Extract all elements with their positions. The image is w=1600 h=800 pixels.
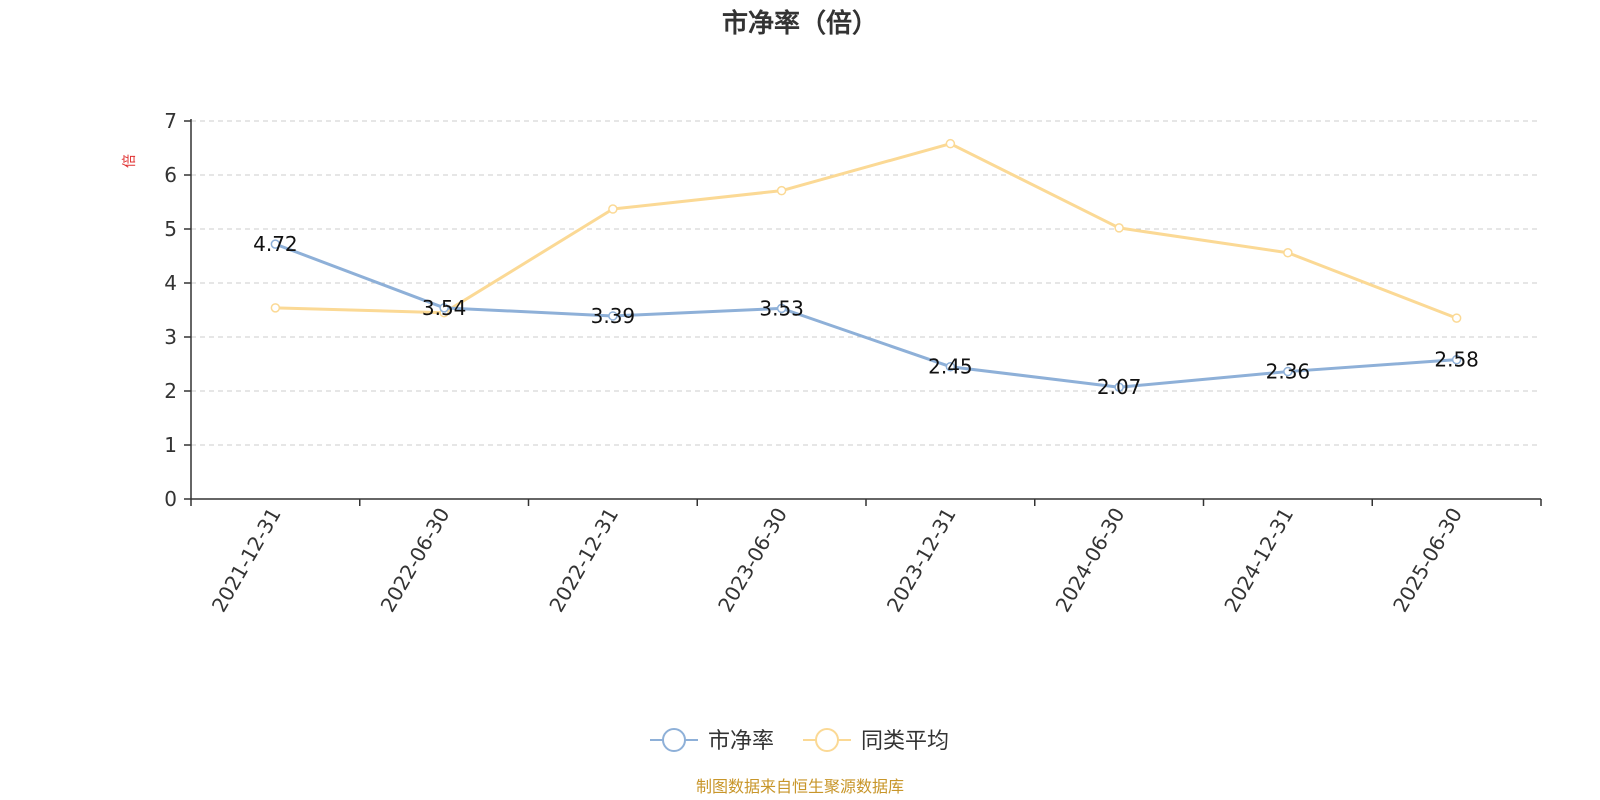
data-labels: 4.72 3.54 3.39 3.53 2.45 2.07 2.36 2.58	[253, 232, 1479, 399]
x-tick-label: 2024-12-31	[1219, 504, 1298, 617]
y-tick-label: 6	[164, 163, 177, 187]
data-point	[1114, 382, 1124, 392]
data-point	[945, 361, 956, 372]
legend-label-pb: 市净率	[708, 729, 774, 754]
y-tick-label: 7	[164, 109, 177, 133]
x-tick-label: 2021-12-31	[207, 504, 286, 617]
data-point	[270, 239, 281, 249]
data-point	[270, 303, 281, 313]
series-line-1	[275, 142, 1458, 320]
y-tick-label: 5	[164, 217, 177, 241]
data-point	[945, 138, 956, 149]
x-tick-label: 2025-06-30	[1388, 504, 1467, 617]
data-label: 2.36	[1266, 360, 1311, 384]
grid-lines	[191, 120, 1541, 446]
data-point	[1114, 223, 1124, 233]
y-tick-label: 3	[164, 325, 177, 349]
y-tick-label: 4	[164, 271, 177, 295]
series-lines	[270, 138, 1462, 392]
data-point	[1283, 248, 1293, 258]
x-tick-label: 2023-06-30	[713, 504, 792, 617]
chart-title: 市净率（倍）	[722, 8, 878, 39]
x-tick-label: 2022-06-30	[376, 504, 455, 617]
y-tick-label: 2	[164, 379, 177, 403]
data-label: 2.58	[1434, 348, 1479, 372]
data-label: 3.54	[422, 296, 467, 320]
legend-marker-pb	[662, 728, 686, 752]
data-label: 2.45	[928, 355, 973, 379]
data-point	[776, 303, 787, 314]
data-label: 4.72	[253, 232, 298, 256]
x-tick-label: 2024-06-30	[1051, 504, 1130, 617]
y-tick-label: 1	[164, 433, 177, 457]
data-source-note: 制图数据来自恒生聚源数据库	[696, 777, 904, 796]
legend: 市净率 同类平均	[650, 728, 949, 754]
y-tick-label: 0	[164, 487, 177, 511]
data-point	[1451, 313, 1462, 323]
legend-item-pb[interactable]: 市净率	[650, 728, 774, 754]
x-tick-label: 2023-12-31	[882, 504, 961, 617]
data-point	[608, 204, 618, 214]
data-label: 2.07	[1097, 375, 1142, 399]
axes: 0 1 2 3 4 5 6 7 2021-12-31 2022-06-30 2022-12-31 20…	[164, 109, 1542, 617]
data-point	[1451, 354, 1462, 365]
y-axis-unit-label: 倍	[122, 154, 138, 168]
data-point	[776, 185, 787, 196]
data-point	[1283, 366, 1293, 377]
data-point	[439, 303, 449, 313]
data-label: 3.39	[591, 304, 636, 328]
legend-item-peer-average[interactable]: 同类平均	[803, 728, 949, 754]
x-tick-label: 2022-12-31	[544, 504, 623, 617]
series-line-0	[274, 242, 1457, 389]
data-point	[608, 311, 618, 321]
data-label: 3.53	[759, 296, 804, 320]
legend-marker-peer-average	[815, 728, 839, 752]
legend-label-peer-average: 同类平均	[861, 729, 949, 754]
